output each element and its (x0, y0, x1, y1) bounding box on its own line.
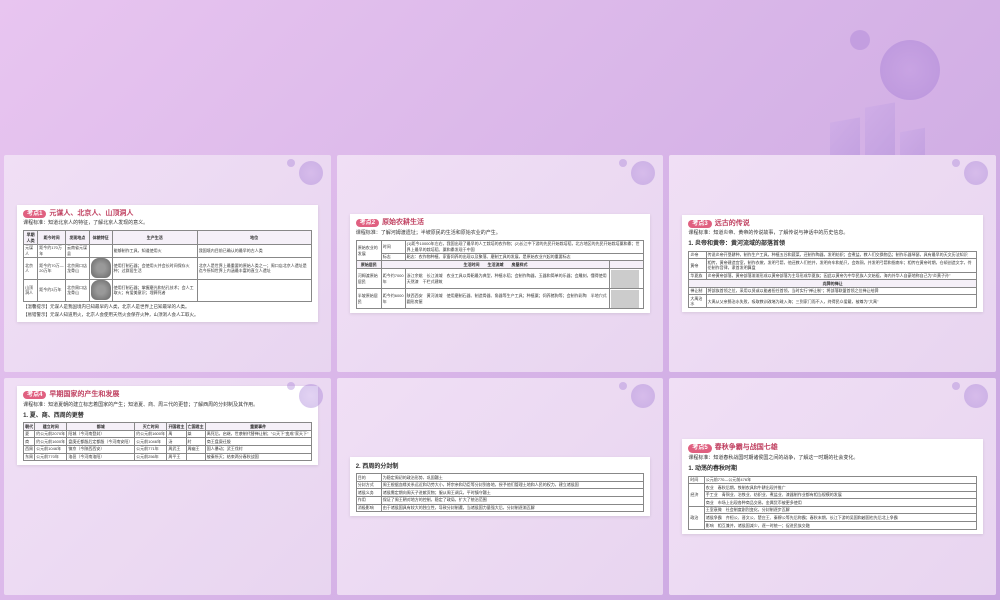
table-legends: 炎帝传说炎帝开垦耕种，制作生产工具，种植五谷和蔬菜，还制作陶器，发明纺织；会煮盐… (688, 251, 977, 309)
slide-3: 考点3 远古的传说 课程标准：知道炎帝、黄帝的传说故事，了解传说与神话中的历史信息… (669, 155, 996, 372)
table-fengjian: 目的为稳定周初的政治形势，巩固疆土 分封方式周王根据血缘关系远近和功劳大小，将宗… (356, 473, 645, 512)
section-heading: 1. 炎帝和黄帝：黄河流域的部落首领 (688, 240, 977, 248)
skull-image (91, 258, 111, 278)
table-agriculture: 原始农业的发展时间(1)距今10000年左右，我国出现了最早的人工栽培的农作物；… (356, 240, 645, 309)
table-dynasties: 朝代建立时间都城灭亡时间开国君主亡国君主重要事件 夏约公元前2070年阳城（今河… (23, 422, 312, 461)
slide-standard: 课程标准：知道夏朝的建立标志着国家的产生；知道夏、商、周三代的更替；了解西周的分… (23, 402, 312, 409)
slide-title: 元谋人、北京人、山顶洞人 (49, 210, 133, 217)
slide-badge: 考点5 (688, 444, 711, 452)
slide-title: 原始农耕生活 (382, 219, 424, 226)
slide-5: 2. 西周的分封制 目的为稳定周初的政治形势，巩固疆土 分封方式周王根据血缘关系… (337, 378, 664, 595)
slide-standard: 课程标准：了解河姆渡遗址；半坡原民的生活和原始农业的产生。 (356, 230, 645, 237)
slide-badge: 考点3 (688, 220, 711, 228)
slide-6: 考点5 春秋争霸与战国七雄 课程标准：知道春秋战国时期诸侯国之间的战争，了解这一时… (669, 378, 996, 595)
note-2: 【易错警示】元谋人知道用火，北京人会使用天然火会保存火种，山顶洞人会人工取火。 (23, 312, 312, 318)
slide-title: 远古的传说 (715, 220, 750, 227)
slide-badge: 考点4 (23, 391, 46, 399)
slide-standard: 课程标准：知道北京人的特征，了解北京人发现的意义。 (23, 220, 312, 227)
slide-badge: 考点1 (23, 210, 46, 218)
house-image-1 (611, 270, 639, 288)
slide-2: 考点2原始农耕生活 课程标准：了解河姆渡遗址；半坡原民的生活和原始农业的产生。 … (337, 155, 664, 372)
section-heading: 2. 西周的分封制 (356, 463, 645, 471)
slide-title: 早期国家的产生和发展 (49, 391, 119, 398)
slide-grid: 考点1元谋人、北京人、山顶洞人 课程标准：知道北京人的特征，了解北京人发现的意义… (0, 155, 1000, 595)
house-image-2 (611, 290, 639, 308)
slide-title: 春秋争霸与战国七雄 (715, 444, 778, 451)
slide-badge: 考点2 (356, 219, 379, 227)
section-heading: 1. 动荡的春秋时期 (688, 465, 977, 473)
slide-standard: 课程标准：知道炎帝、黄帝的传说故事，了解传说与神话中的历史信息。 (688, 230, 977, 237)
background-decoration (840, 30, 960, 150)
slide-1: 考点1元谋人、北京人、山顶洞人 课程标准：知道北京人的特征，了解北京人发现的意义… (4, 155, 331, 372)
section-heading: 1. 夏、商、西周的更替 (23, 412, 312, 420)
slide-standard: 课程标准：知道春秋战国时期诸侯国之间的战争，了解这一时期的社会变化。 (688, 455, 977, 462)
table-early-humans: 早期人类 距今时间 发现地点 体貌特征 生产生活 地位 元谋人 距今约170万年… (23, 230, 312, 301)
slide-4: 考点4早期国家的产生和发展 课程标准：知道夏朝的建立标志着国家的产生；知道夏、商… (4, 378, 331, 595)
skull-image-2 (91, 280, 111, 300)
table-chunqiu: 时间公元前770—公元前476年 经济农业 春秋后期，铁制农具和牛耕出现并推广 … (688, 476, 977, 530)
note-1: 【温馨提示】元谋人是我国境内已知最早的人类，北京人是世界上已知最早的人类。 (23, 304, 312, 310)
